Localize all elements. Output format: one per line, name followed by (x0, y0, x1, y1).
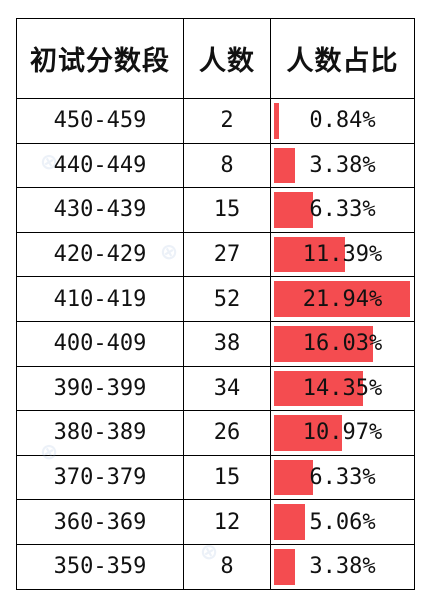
percentage-cell: 3.38% (270, 543, 415, 590)
percentage-bar (274, 281, 410, 317)
percentage-bar (274, 504, 306, 540)
score-range-cell: 380-389 (16, 410, 184, 456)
percentage-label: 21.94% (302, 286, 383, 312)
score-range-cell: 410-419 (16, 276, 184, 322)
table-row: 370-379 15 6.33% (16, 454, 415, 501)
percentage-cell: 10.97% (270, 410, 415, 456)
percentage-cell: 0.84% (270, 98, 415, 144)
percentage-bar (274, 192, 314, 228)
percentage-label: 14.35% (302, 375, 383, 401)
header-score-range: 初试分数段 (16, 18, 184, 99)
percentage-bar (274, 459, 314, 496)
score-range-cell: 350-359 (16, 543, 184, 590)
score-range-cell: 420-429 (16, 231, 184, 278)
percentage-cell: 6.33% (270, 187, 415, 233)
percentage-bar (274, 147, 295, 184)
score-range-cell: 440-449 (16, 142, 184, 189)
table-row: 400-409 38 16.03% (16, 320, 415, 367)
percentage-label: 5.06% (309, 509, 376, 535)
percentage-cell: 14.35% (270, 365, 415, 412)
percentage-cell: 21.94% (270, 276, 415, 322)
count-cell: 27 (183, 231, 271, 278)
percentage-label: 3.38% (309, 152, 376, 178)
count-cell: 12 (183, 499, 271, 545)
percentage-label: 6.33% (309, 197, 376, 223)
count-cell: 15 (183, 454, 271, 501)
percentage-label: 11.39% (302, 242, 383, 268)
table-row: 440-449 8 3.38% (16, 142, 415, 189)
percentage-cell: 16.03% (270, 320, 415, 367)
table-row: 450-459 2 0.84% (16, 98, 415, 144)
score-range-cell: 390-399 (16, 365, 184, 412)
count-cell: 34 (183, 365, 271, 412)
header-count: 人数 (183, 18, 271, 99)
table-row: 380-389 26 10.97% (16, 410, 415, 456)
score-range-cell: 450-459 (16, 98, 184, 144)
percentage-bar (274, 548, 295, 585)
count-cell: 52 (183, 276, 271, 322)
percentage-bar (274, 236, 345, 273)
percentage-label: 16.03% (302, 331, 383, 357)
percentage-label: 0.84% (309, 108, 376, 134)
count-cell: 8 (183, 543, 271, 590)
score-distribution-table: 初试分数段 人数 人数占比 450-459 2 0.84% 440-449 8 3.38%… (16, 18, 415, 590)
count-cell: 26 (183, 410, 271, 456)
score-range-cell: 430-439 (16, 187, 184, 233)
count-cell: 15 (183, 187, 271, 233)
percentage-label: 10.97% (302, 420, 383, 446)
percentage-cell: 5.06% (270, 499, 415, 545)
score-range-cell: 400-409 (16, 320, 184, 367)
percentage-bar (274, 370, 363, 407)
table-header-row: 初试分数段 人数 人数占比 (16, 18, 415, 99)
percentage-label: 6.33% (309, 465, 376, 491)
percentage-label: 3.38% (309, 554, 376, 580)
table-row: 430-439 15 6.33% (16, 187, 415, 233)
score-range-cell: 360-369 (16, 499, 184, 545)
header-percentage: 人数占比 (270, 18, 415, 99)
percentage-cell: 11.39% (270, 231, 415, 278)
table-row: 390-399 34 14.35% (16, 365, 415, 412)
percentage-bar (274, 103, 280, 139)
count-cell: 38 (183, 320, 271, 367)
count-cell: 8 (183, 142, 271, 189)
percentage-cell: 3.38% (270, 142, 415, 189)
percentage-bar (274, 415, 342, 451)
count-cell: 2 (183, 98, 271, 144)
percentage-bar (274, 325, 374, 362)
table-row: 360-369 12 5.06% (16, 499, 415, 545)
table-row: 350-359 8 3.38% (16, 543, 415, 590)
percentage-cell: 6.33% (270, 454, 415, 501)
table-row: 420-429 27 11.39% (16, 231, 415, 278)
score-range-cell: 370-379 (16, 454, 184, 501)
table-row: 410-419 52 21.94% (16, 276, 415, 322)
